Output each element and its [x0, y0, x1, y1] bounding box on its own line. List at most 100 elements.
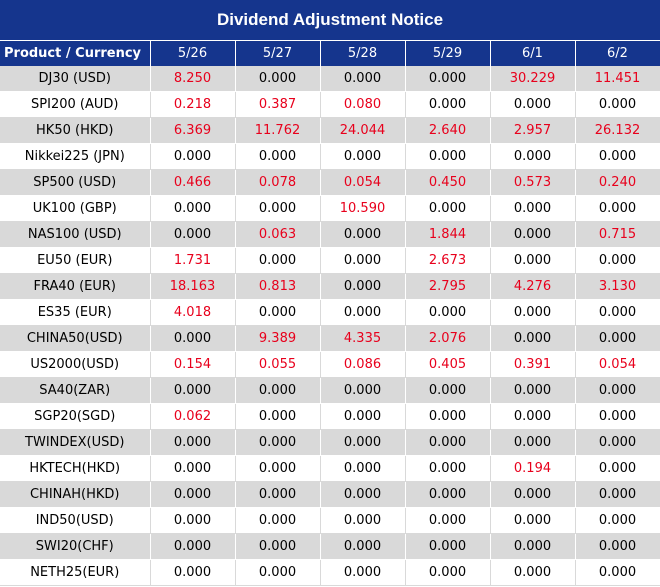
dividend-value-cell: 1.844	[405, 221, 491, 248]
dividend-value-cell: 3.130	[575, 273, 660, 300]
dividend-value-cell: 0.000	[405, 455, 491, 482]
dividend-value-cell: 0.000	[150, 377, 236, 404]
dividend-value-cell: 4.335	[320, 325, 406, 352]
dividend-value-cell: 0.000	[575, 403, 660, 430]
dividend-value-cell: 0.000	[235, 299, 321, 326]
dividend-value-cell: 0.000	[150, 325, 236, 352]
table-row: SA40(ZAR) 0.000 0.000 0.000 0.000 0.000 0.000	[0, 377, 660, 404]
dividend-value-cell: 0.000	[150, 195, 236, 222]
dividend-value-cell: 0.086	[320, 351, 406, 378]
table-row: SGP20(SGD) 0.062 0.000 0.000 0.000 0.000 0.000	[0, 403, 660, 430]
dividend-value-cell: 0.405	[405, 351, 491, 378]
dividend-value-cell: 0.000	[490, 403, 576, 430]
dividend-value-cell: 0.000	[150, 559, 236, 586]
dividend-value-cell: 0.387	[235, 91, 321, 118]
table-row: NAS100 (USD) 0.000 0.063 0.000 1.844 0.000 0.7…	[0, 221, 660, 248]
dividend-value-cell: 0.000	[490, 221, 576, 248]
product-cell: CHINAH(HKD)	[0, 481, 151, 508]
table-row: UK100 (GBP) 0.000 0.000 10.590 0.000 0.000 0.0…	[0, 195, 660, 222]
product-cell: US2000(USD)	[0, 351, 151, 378]
table-row: SWI20(CHF) 0.000 0.000 0.000 0.000 0.000 0.000	[0, 533, 660, 560]
product-cell: UK100 (GBP)	[0, 195, 151, 222]
dividend-value-cell: 0.000	[320, 221, 406, 248]
dividend-value-cell: 0.000	[405, 195, 491, 222]
dividend-value-cell: 0.391	[490, 351, 576, 378]
dividend-value-cell: 0.000	[320, 481, 406, 508]
dividend-value-cell: 0.000	[405, 507, 491, 534]
column-header-date: 5/27	[235, 41, 321, 66]
dividend-value-cell: 0.240	[575, 169, 660, 196]
product-cell: CHINA50(USD)	[0, 325, 151, 352]
dividend-value-cell: 0.715	[575, 221, 660, 248]
dividend-value-cell: 2.673	[405, 247, 491, 274]
dividend-value-cell: 0.000	[490, 247, 576, 274]
dividend-value-cell: 0.000	[235, 247, 321, 274]
dividend-value-cell: 0.000	[320, 299, 406, 326]
table-row: HKTECH(HKD) 0.000 0.000 0.000 0.000 0.194 0.00…	[0, 455, 660, 482]
dividend-value-cell: 0.000	[320, 66, 406, 92]
dividend-value-cell: 0.000	[405, 559, 491, 586]
product-cell: TWINDEX(USD)	[0, 429, 151, 456]
dividend-value-cell: 9.389	[235, 325, 321, 352]
product-cell: DJ30 (USD)	[0, 66, 151, 92]
dividend-table: Product / Currency 5/26 5/27 5/28 5/29 6/1 6/2…	[0, 41, 660, 586]
dividend-value-cell: 0.813	[235, 273, 321, 300]
dividend-value-cell: 2.076	[405, 325, 491, 352]
dividend-value-cell: 0.000	[235, 377, 321, 404]
dividend-value-cell: 0.450	[405, 169, 491, 196]
dividend-value-cell: 0.000	[575, 299, 660, 326]
dividend-value-cell: 0.000	[235, 429, 321, 456]
dividend-value-cell: 0.000	[150, 429, 236, 456]
product-cell: HK50 (HKD)	[0, 117, 151, 144]
product-cell: IND50(USD)	[0, 507, 151, 534]
dividend-value-cell: 0.000	[320, 247, 406, 274]
dividend-value-cell: 0.000	[150, 533, 236, 560]
dividend-value-cell: 0.000	[490, 91, 576, 118]
product-cell: ES35 (EUR)	[0, 299, 151, 326]
product-cell: NETH25(EUR)	[0, 559, 151, 586]
dividend-value-cell: 0.000	[490, 325, 576, 352]
dividend-value-cell: 30.229	[490, 66, 576, 92]
dividend-value-cell: 0.466	[150, 169, 236, 196]
product-cell: SGP20(SGD)	[0, 403, 151, 430]
table-row: EU50 (EUR) 1.731 0.000 0.000 2.673 0.000 0.000	[0, 247, 660, 274]
dividend-value-cell: 0.000	[405, 481, 491, 508]
dividend-value-cell: 0.054	[320, 169, 406, 196]
column-header-date: 6/1	[490, 41, 576, 66]
dividend-value-cell: 0.000	[320, 533, 406, 560]
dividend-value-cell: 0.062	[150, 403, 236, 430]
dividend-value-cell: 0.000	[235, 455, 321, 482]
product-cell: SWI20(CHF)	[0, 533, 151, 560]
dividend-value-cell: 0.080	[320, 91, 406, 118]
dividend-value-cell: 0.000	[490, 377, 576, 404]
dividend-value-cell: 0.000	[575, 325, 660, 352]
dividend-value-cell: 0.000	[490, 507, 576, 534]
dividend-value-cell: 0.000	[320, 429, 406, 456]
table-body: DJ30 (USD) 8.250 0.000 0.000 0.000 30.229 11.4…	[0, 66, 660, 586]
table-row: Nikkei225 (JPN) 0.000 0.000 0.000 0.000 0.000…	[0, 143, 660, 170]
dividend-value-cell: 18.163	[150, 273, 236, 300]
dividend-value-cell: 0.000	[320, 377, 406, 404]
dividend-value-cell: 11.451	[575, 66, 660, 92]
column-header-date: 6/2	[575, 41, 660, 66]
dividend-value-cell: 0.063	[235, 221, 321, 248]
dividend-value-cell: 0.000	[490, 143, 576, 170]
dividend-value-cell: 0.000	[235, 559, 321, 586]
dividend-value-cell: 0.194	[490, 455, 576, 482]
dividend-value-cell: 2.795	[405, 273, 491, 300]
dividend-value-cell: 0.055	[235, 351, 321, 378]
product-cell: NAS100 (USD)	[0, 221, 151, 248]
dividend-value-cell: 0.000	[575, 143, 660, 170]
dividend-value-cell: 0.000	[405, 91, 491, 118]
dividend-value-cell: 0.000	[575, 455, 660, 482]
dividend-value-cell: 0.000	[490, 481, 576, 508]
column-header-product: Product / Currency	[0, 41, 151, 66]
dividend-value-cell: 0.000	[320, 273, 406, 300]
table-row: FRA40 (EUR) 18.163 0.813 0.000 2.795 4.276 3.1…	[0, 273, 660, 300]
dividend-value-cell: 0.000	[405, 299, 491, 326]
product-cell: Nikkei225 (JPN)	[0, 143, 151, 170]
dividend-value-cell: 6.369	[150, 117, 236, 144]
dividend-value-cell: 4.018	[150, 299, 236, 326]
dividend-value-cell: 0.000	[490, 429, 576, 456]
dividend-value-cell: 24.044	[320, 117, 406, 144]
